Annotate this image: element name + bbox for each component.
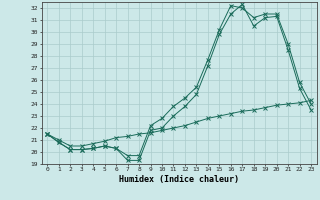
X-axis label: Humidex (Indice chaleur): Humidex (Indice chaleur): [119, 175, 239, 184]
